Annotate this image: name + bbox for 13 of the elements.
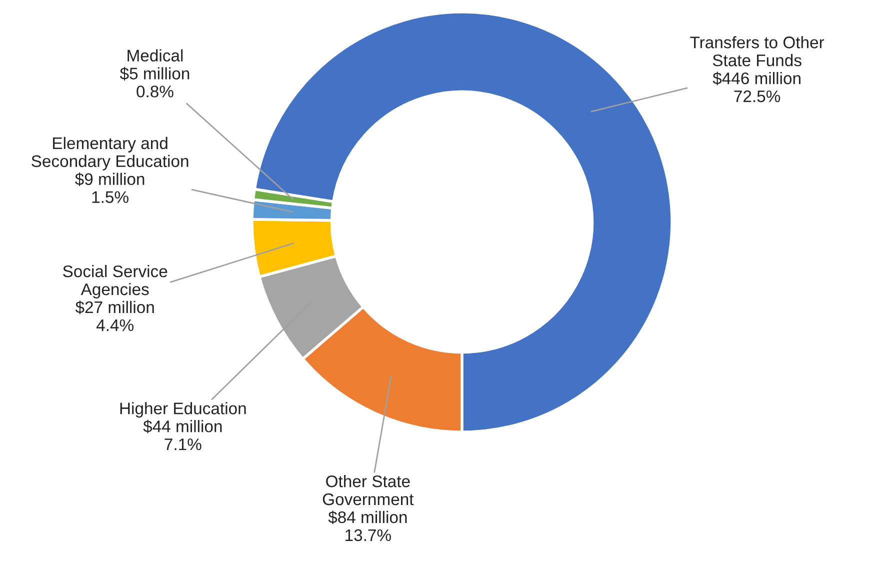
- data-label: $27 million 4.4%: [75, 300, 154, 332]
- slice-label: Higher Education: [120, 402, 246, 418]
- data-label: $5 million 0.8%: [120, 66, 190, 98]
- slice-label: Other State Government: [322, 475, 414, 506]
- slice-label: Elementary and Secondary Education: [32, 136, 188, 170]
- data-label: $9 million 1.5%: [75, 172, 144, 203]
- slice-label: Transfers to Other State Funds: [690, 36, 824, 66]
- donut-slice: [253, 10, 674, 434]
- data-label: $446 million 72.5%: [712, 72, 800, 102]
- data-label: $44 million 7.1%: [143, 420, 222, 450]
- slice-label: Medical: [128, 49, 183, 62]
- slice-label: Social Service Agencies: [63, 265, 168, 298]
- data-label: $84 million 13.7%: [328, 510, 407, 542]
